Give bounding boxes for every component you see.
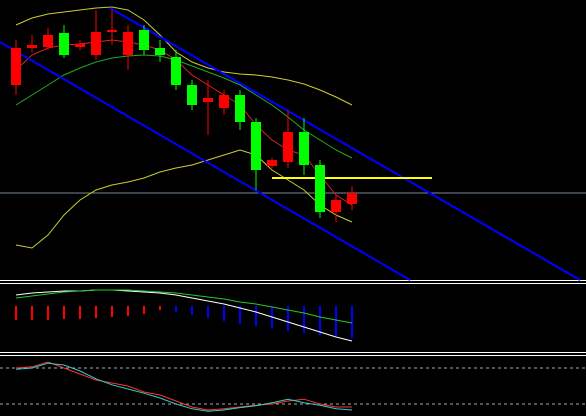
indicator-line bbox=[15, 289, 353, 324]
histogram-bar bbox=[63, 306, 65, 319]
candle-body bbox=[299, 132, 309, 165]
candle-body bbox=[267, 160, 277, 166]
histogram-bar bbox=[287, 306, 289, 331]
candle-body bbox=[171, 57, 181, 85]
indicator-line bbox=[15, 361, 352, 411]
candle-body bbox=[155, 48, 165, 55]
candle-body bbox=[43, 35, 53, 47]
histogram-bar bbox=[335, 306, 337, 336]
indicator-line bbox=[15, 149, 353, 249]
candle-body bbox=[11, 48, 21, 85]
histogram-bar bbox=[255, 306, 257, 326]
histogram-bar bbox=[175, 306, 177, 312]
histogram-bar bbox=[127, 306, 129, 316]
candle-body bbox=[139, 30, 149, 50]
histogram-bar bbox=[31, 306, 33, 320]
histogram-bar bbox=[111, 306, 113, 317]
candle-body bbox=[347, 193, 357, 204]
histogram-bar bbox=[207, 306, 209, 318]
indicator-line bbox=[15, 6, 353, 106]
trendline bbox=[109, 7, 581, 281]
candle-body bbox=[107, 30, 117, 32]
trendline bbox=[0, 41, 411, 281]
histogram-bar bbox=[159, 306, 161, 310]
candle-body bbox=[91, 32, 101, 55]
candle-body bbox=[331, 200, 341, 212]
histogram-bar bbox=[351, 306, 353, 338]
candle-body bbox=[203, 98, 213, 102]
histogram-bar bbox=[239, 306, 241, 324]
candle-body bbox=[235, 95, 245, 122]
histogram-bar bbox=[303, 306, 305, 333]
indicator-line bbox=[15, 362, 353, 412]
candle-body bbox=[59, 33, 69, 55]
candle-body bbox=[187, 85, 197, 105]
histogram-bar bbox=[15, 306, 17, 320]
histogram-bar bbox=[223, 306, 225, 321]
histogram-bar bbox=[143, 306, 145, 314]
candle-body bbox=[315, 165, 325, 212]
candle-body bbox=[27, 45, 37, 48]
histogram-bar bbox=[191, 306, 193, 315]
histogram-bar bbox=[95, 306, 97, 318]
indicator-line bbox=[15, 54, 353, 159]
indicator-line bbox=[15, 39, 353, 206]
candle-body bbox=[251, 122, 261, 170]
histogram-bar bbox=[319, 306, 321, 335]
candle-body bbox=[123, 32, 133, 55]
candle-body bbox=[75, 44, 85, 47]
histogram-bar bbox=[79, 306, 81, 319]
candle-body bbox=[219, 95, 229, 108]
candle-body bbox=[283, 132, 293, 162]
histogram-bar bbox=[47, 306, 49, 320]
